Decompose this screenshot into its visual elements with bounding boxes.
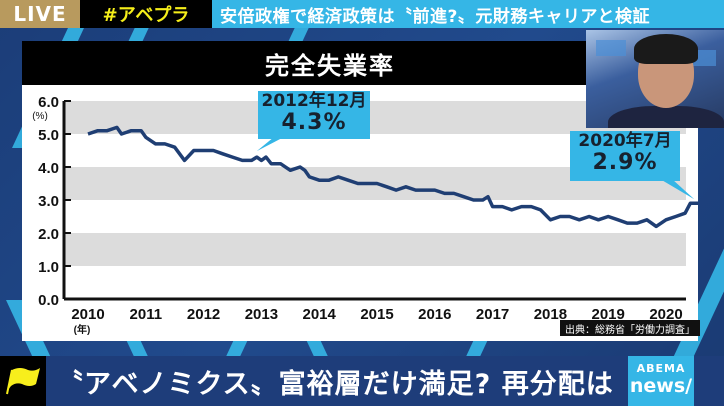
callout-2020: 2020年7月 2.9% xyxy=(570,131,680,181)
svg-text:2015: 2015 xyxy=(360,306,393,323)
top-banner: LIVE #アベプラ 安倍政権で経済政策は〝前進?〟元財務キャリアと検証 xyxy=(0,0,724,28)
svg-text:2017: 2017 xyxy=(476,306,509,323)
svg-text:6.0: 6.0 xyxy=(38,94,59,111)
svg-text:(%): (%) xyxy=(32,111,48,122)
svg-text:2.0: 2.0 xyxy=(38,226,59,243)
flag-icon xyxy=(6,368,40,395)
headline-text: 安倍政権で経済政策は〝前進?〟元財務キャリアと検証 xyxy=(212,0,724,28)
ticker-bar xyxy=(0,356,724,406)
source-label: 出典：総務省「労働力調査」 xyxy=(560,320,700,336)
svg-text:2013: 2013 xyxy=(245,306,278,323)
decor-stripe xyxy=(466,340,488,356)
line-chart: 0.0 1.0 2.0 3.0 4.0 5.0 6.0(%) 2010 2011 2012 2013… xyxy=(32,94,698,336)
chart-card: 完全失業率 0.0 1.0 2.0 3.0 4.0 5.0 6.0 (%) 2010 2011 20… xyxy=(22,41,698,341)
svg-text:2019: 2019 xyxy=(592,306,625,323)
live-badge: LIVE xyxy=(0,0,80,28)
guest-shirt xyxy=(608,106,724,128)
abema-news-logo: ABEMA news/ xyxy=(628,356,694,406)
svg-text:2010: 2010 xyxy=(71,306,104,323)
callout-value: 4.3% xyxy=(281,110,347,135)
svg-text:4.0: 4.0 xyxy=(38,160,59,177)
flag-box xyxy=(0,356,46,406)
svg-text:2020: 2020 xyxy=(649,306,682,323)
guest-hair xyxy=(634,34,698,64)
decor-stripe xyxy=(226,340,248,356)
svg-text:2016: 2016 xyxy=(418,306,451,323)
callout-date: 2020年7月 xyxy=(578,131,672,151)
svg-text:5.0: 5.0 xyxy=(38,127,59,144)
chart-title: 完全失業率 xyxy=(22,41,698,85)
callout-2012: 2012年12月 4.3% xyxy=(258,91,370,139)
decor-stripe xyxy=(306,340,328,356)
svg-text:2014: 2014 xyxy=(303,306,337,323)
svg-text:0.0: 0.0 xyxy=(38,292,59,309)
callout-value: 2.9% xyxy=(592,150,658,175)
logo-top: ABEMA xyxy=(636,362,686,375)
svg-text:1.0: 1.0 xyxy=(38,259,59,276)
logo-bottom: news/ xyxy=(629,375,693,397)
svg-text:(年): (年) xyxy=(74,323,91,336)
hashtag-label: #アベプラ xyxy=(80,0,212,28)
ticker-text: 〝アベノミクス〟富裕層だけ満足? 再分配は xyxy=(56,368,614,400)
guest-video xyxy=(586,30,724,128)
svg-text:2011: 2011 xyxy=(130,306,163,323)
svg-text:2012: 2012 xyxy=(187,306,220,323)
callout-date: 2012年12月 xyxy=(261,91,367,111)
svg-text:2018: 2018 xyxy=(534,306,567,323)
svg-text:3.0: 3.0 xyxy=(38,193,59,210)
decor-stripe xyxy=(126,340,148,356)
